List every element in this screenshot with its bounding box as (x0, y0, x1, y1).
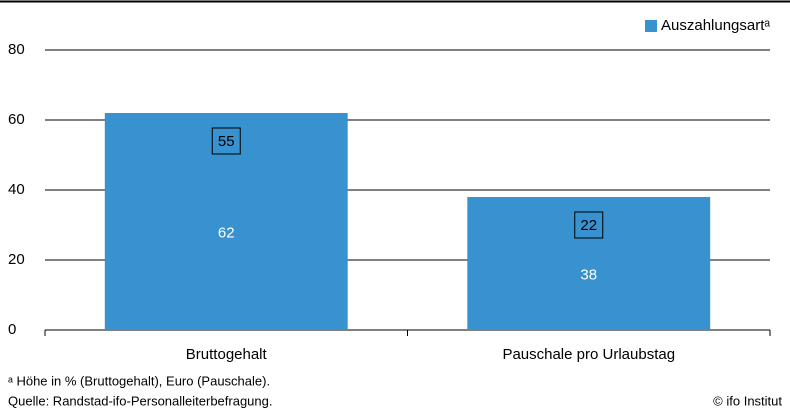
y-tick-label: 80 (8, 41, 25, 58)
source: Quelle: Randstad-ifo-Personalleiterbefra… (8, 393, 273, 408)
x-tick-label: Bruttogehalt (186, 346, 268, 363)
box-label-frame (211, 127, 241, 155)
box-label: 55 (218, 133, 235, 150)
footnote: ᵃ Höhe in % (Bruttogehalt), Euro (Pausch… (8, 373, 270, 388)
box-label-frame (574, 211, 604, 239)
legend-swatch (645, 20, 657, 32)
bar (467, 197, 711, 330)
y-tick-label: 20 (8, 251, 25, 268)
y-tick-label: 0 (8, 321, 16, 338)
box-label: 22 (580, 217, 597, 234)
x-tick-label: Pauschale pro Urlaubstag (502, 346, 675, 363)
bar (104, 113, 348, 330)
value-label: 62 (218, 224, 235, 241)
value-label: 38 (580, 266, 597, 283)
y-tick-label: 40 (8, 181, 25, 198)
credit: © ifo Institut (713, 393, 782, 408)
y-tick-label: 60 (8, 111, 25, 128)
legend-label: Auszahlungsartᵃ (661, 17, 770, 34)
